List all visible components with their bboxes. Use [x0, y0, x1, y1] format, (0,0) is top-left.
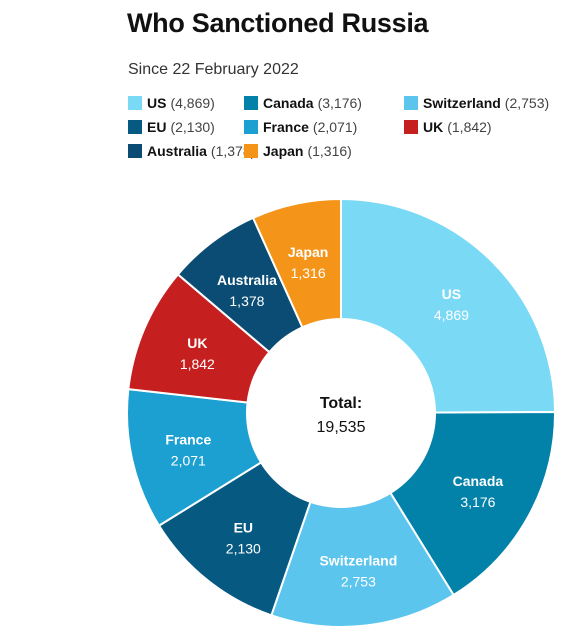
legend-item-eu: EU (2,130): [128, 117, 244, 137]
legend-swatch: [244, 144, 258, 158]
slice-label-value: 1,316: [291, 265, 326, 281]
slice-label-name: UK: [187, 335, 207, 351]
slice-label-value: 2,753: [341, 574, 376, 590]
legend-value: (1,316): [307, 143, 352, 159]
slice-label-name: EU: [234, 519, 253, 535]
legend-value: (4,869): [170, 95, 215, 111]
legend-swatch: [244, 96, 258, 110]
legend-item-japan: Japan (1,316): [244, 141, 404, 161]
legend-swatch: [128, 120, 142, 134]
slice-label-name: Switzerland: [319, 553, 397, 569]
legend-label: EU: [147, 119, 167, 135]
legend-value: (2,753): [504, 95, 550, 111]
donut-hole: [246, 318, 436, 508]
legend-value: (1,842): [447, 119, 492, 135]
slice-label-value: 2,071: [171, 452, 206, 468]
legend-swatch: [404, 96, 418, 110]
slice-label-value: 1,378: [229, 293, 264, 309]
center-value: 19,535: [317, 419, 366, 436]
legend-item-us: US (4,869): [128, 93, 244, 113]
legend-swatch: [128, 144, 142, 158]
legend-label: Canada: [263, 95, 314, 111]
slice-label-value: 4,869: [434, 307, 469, 323]
legend-swatch: [404, 120, 418, 134]
slice-label-name: Canada: [453, 473, 504, 489]
chart-subtitle: Since 22 February 2022: [128, 61, 299, 78]
legend-value: (3,176): [317, 95, 362, 111]
slice-label-value: 3,176: [460, 494, 495, 510]
legend-label: Switzerland: [423, 95, 501, 111]
slice-label-name: France: [165, 431, 211, 447]
legend-label: US: [147, 95, 167, 111]
legend-item-canada: Canada (3,176): [244, 93, 404, 113]
legend-value: (2,130): [170, 119, 215, 135]
slice-label-value: 1,842: [180, 356, 215, 372]
chart-title: Who Sanctioned Russia: [127, 8, 429, 38]
legend-value: (2,071): [312, 119, 358, 135]
slice-label-name: US: [442, 286, 461, 302]
center-label: Total:: [320, 395, 362, 412]
legend-label: Australia: [147, 143, 207, 159]
slice-label-value: 2,130: [226, 540, 261, 556]
legend-item-uk: UK (1,842): [404, 117, 544, 137]
legend: US (4,869) Canada (3,176) Switzerland (2,753)…: [128, 93, 549, 161]
legend-label: UK: [423, 119, 444, 135]
legend-label: Japan: [263, 143, 304, 159]
legend-label: France: [263, 119, 309, 135]
slice-labels-group: US 4,869 Canada 3,176 Switzerland 2,753 EU 2,13…: [165, 244, 503, 590]
legend-item-france: France (2,071): [244, 117, 404, 137]
slice-label-name: Australia: [217, 272, 277, 288]
legend-swatch: [128, 96, 142, 110]
legend-swatch: [244, 120, 258, 134]
slice-label-name: Japan: [288, 244, 328, 260]
legend-item-switzerland: Switzerland (2,753): [404, 93, 549, 113]
slice-switzerland: [270, 410, 455, 628]
